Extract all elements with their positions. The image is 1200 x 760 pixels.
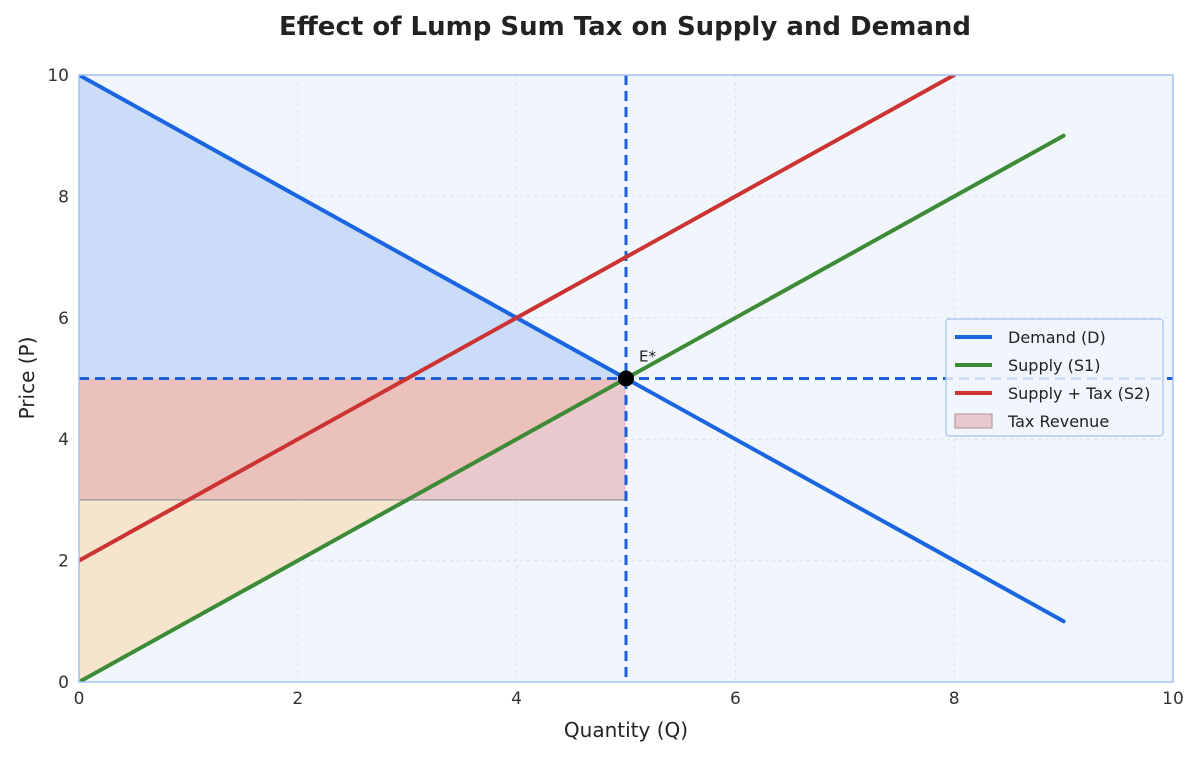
legend: Demand (D) Supply (S1) Supply + Tax (S2) Ta… bbox=[945, 318, 1164, 437]
y-tick-label-2: 4 bbox=[58, 430, 69, 450]
x-tick-label-5: 10 bbox=[1162, 689, 1184, 709]
series-line-0 bbox=[79, 75, 1066, 624]
x-tick-label-2: 4 bbox=[511, 689, 522, 709]
x-axis-label: Quantity (Q) bbox=[564, 718, 688, 742]
legend-box bbox=[945, 318, 1164, 437]
legend-label-1: Supply (S1) bbox=[1008, 356, 1100, 375]
legend-label-0: Demand (D) bbox=[1008, 328, 1106, 347]
y-tick-label-0: 0 bbox=[58, 673, 69, 693]
legend-label-3: Tax Revenue bbox=[1007, 412, 1109, 431]
x-tick-label-0: 0 bbox=[74, 689, 85, 709]
series-line-2 bbox=[79, 75, 957, 563]
equilibrium-marker: E* bbox=[618, 348, 656, 387]
legend-swatch-3 bbox=[954, 413, 993, 429]
series-layer bbox=[79, 75, 1066, 682]
y-tick-label-4: 8 bbox=[58, 187, 69, 207]
tick-labels: 0 2 4 6 8 10 0 2 4 6 8 10 bbox=[47, 66, 1183, 709]
x-tick-label-3: 6 bbox=[730, 689, 741, 709]
y-tick-label-3: 6 bbox=[58, 309, 69, 329]
legend-label-2: Supply + Tax (S2) bbox=[1008, 384, 1150, 403]
tax-revenue-region-0 bbox=[79, 378, 626, 500]
chart-title: Effect of Lump Sum Tax on Supply and Dem… bbox=[278, 12, 972, 42]
x-tick-label-1: 2 bbox=[292, 689, 303, 709]
x-tick-label-4: 8 bbox=[949, 689, 960, 709]
equilibrium-label-0: E* bbox=[639, 348, 656, 366]
y-tick-label-5: 10 bbox=[47, 66, 69, 86]
equilibrium-point-0 bbox=[618, 370, 634, 387]
series-line-1 bbox=[79, 133, 1066, 682]
plot-frame bbox=[78, 74, 1174, 683]
y-tick-label-1: 2 bbox=[58, 552, 69, 572]
y-axis-label: Price (P) bbox=[15, 337, 39, 420]
